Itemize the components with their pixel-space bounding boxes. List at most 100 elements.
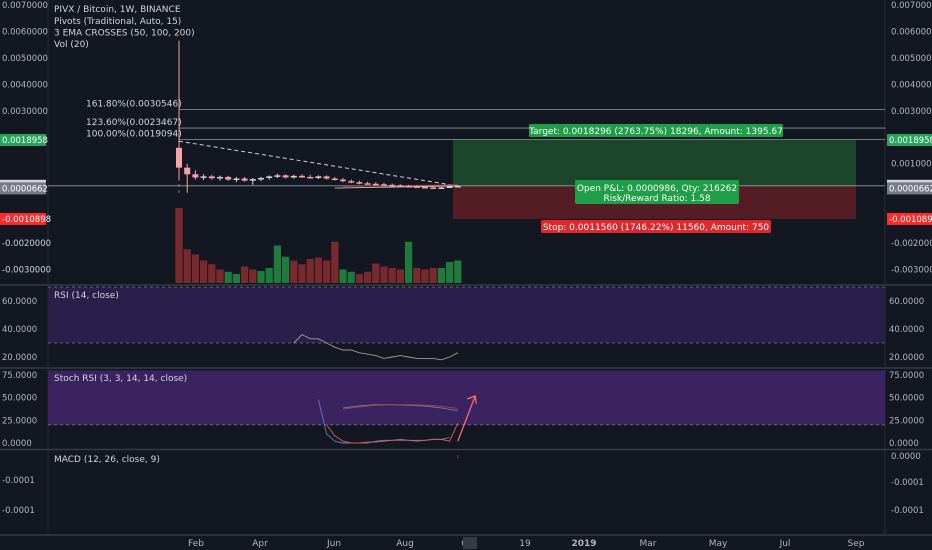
candle-body[interactable]	[241, 178, 248, 181]
candle-body[interactable]	[282, 175, 289, 178]
pnl-box-bg[interactable]	[575, 180, 739, 204]
volume-bar[interactable]	[265, 268, 273, 283]
candle-body[interactable]	[266, 176, 273, 178]
volume-bar[interactable]	[216, 269, 224, 284]
volume-bar[interactable]	[429, 268, 437, 283]
candle-body[interactable]	[340, 179, 346, 182]
time-axis-tick: May	[709, 539, 728, 549]
candle-body[interactable]	[405, 185, 412, 188]
volume-bar[interactable]	[388, 268, 396, 283]
volume-bar[interactable]	[405, 241, 413, 283]
volume-bar[interactable]	[257, 271, 265, 283]
target-label-group[interactable]: Target: 0.0018296 (2763.75%) 18296, Amou…	[528, 124, 783, 137]
candle-body[interactable]	[299, 175, 305, 178]
trend-arrow-shaft[interactable]	[457, 395, 476, 442]
volume-bar[interactable]	[413, 268, 421, 283]
price-right-tick: 0.0060000	[891, 27, 932, 37]
volume-bar[interactable]	[437, 268, 445, 283]
candle-body[interactable]	[323, 176, 330, 179]
volume-bar[interactable]	[208, 264, 216, 283]
volume-bar[interactable]	[298, 264, 306, 283]
volume-bar[interactable]	[380, 266, 388, 284]
candle-body[interactable]	[315, 176, 322, 178]
volume-bar[interactable]	[364, 271, 372, 283]
trend-arrow-head[interactable]	[466, 394, 477, 404]
candle-body[interactable]	[184, 167, 191, 175]
volume-bar[interactable]	[339, 269, 347, 284]
volume-bar[interactable]	[331, 241, 339, 283]
price-tag-right-text: 0.0018958	[889, 136, 932, 146]
volume-bar[interactable]	[191, 254, 199, 284]
volume-bar[interactable]	[314, 257, 322, 284]
candle-body[interactable]	[413, 186, 420, 188]
price-right-tick: 0.0050000	[891, 54, 932, 64]
macd-right-tick: -0.0001	[891, 478, 924, 488]
candle-body[interactable]	[446, 186, 453, 188]
candle-body[interactable]	[372, 183, 379, 186]
candle-body[interactable]	[208, 176, 215, 179]
volume-bar[interactable]	[282, 256, 290, 283]
volume-bar[interactable]	[232, 274, 240, 283]
price-left-tick: 0.0050000	[2, 54, 48, 64]
price-left-tick: -0.0030000	[2, 266, 51, 276]
volume-bar[interactable]	[355, 274, 363, 283]
volume-bar[interactable]	[454, 260, 462, 284]
candle-body[interactable]	[331, 178, 338, 181]
candle-body[interactable]	[290, 175, 297, 178]
candle-body[interactable]	[348, 181, 355, 183]
stoch-d-line[interactable]	[326, 422, 459, 444]
volume-bar[interactable]	[175, 208, 183, 283]
candle-body[interactable]	[389, 184, 396, 187]
rsi-line[interactable]	[293, 334, 459, 361]
volume-bar[interactable]	[273, 245, 281, 284]
candle-body[interactable]	[307, 176, 314, 179]
candle-body[interactable]	[274, 175, 281, 177]
volume-bar[interactable]	[446, 262, 454, 283]
candle-body[interactable]	[225, 176, 232, 180]
candle-body[interactable]	[397, 185, 404, 187]
candle-body[interactable]	[249, 179, 256, 181]
candle-body[interactable]	[422, 186, 428, 189]
candle-body[interactable]	[356, 182, 363, 184]
candle-body[interactable]	[454, 185, 461, 188]
pnl-box[interactable]: Open P&L: 0.0000986, Qty: 216262Risk/Rew…	[575, 180, 739, 204]
candle-body[interactable]	[258, 177, 264, 180]
trendline[interactable]	[178, 140, 458, 187]
price-right-tick: 0.0010000	[891, 160, 932, 170]
candle-body[interactable]	[438, 187, 445, 190]
volume-bar[interactable]	[421, 269, 429, 284]
rsi-right-tick: 60.0000	[889, 297, 924, 307]
volume-bar[interactable]	[224, 271, 232, 283]
candle-body[interactable]	[192, 174, 199, 178]
volume-bar[interactable]	[372, 263, 380, 284]
candle-body[interactable]	[430, 187, 437, 190]
stoch-right-tick: 25.0000	[889, 416, 924, 426]
volume-bar[interactable]	[306, 259, 314, 283]
fib-level-label: 100.00%(0.0019094)	[86, 130, 182, 140]
rsi-right-tick: 20.0000	[889, 353, 924, 363]
stop-label-bg[interactable]	[541, 220, 771, 233]
volume-bar[interactable]	[183, 249, 191, 283]
volume-bar[interactable]	[347, 271, 355, 283]
macd-signal-line[interactable]	[342, 404, 458, 410]
candle-body[interactable]	[381, 184, 387, 186]
volume-bar[interactable]	[241, 266, 249, 284]
volume-bar[interactable]	[290, 260, 298, 284]
stoch-right-tick: 50.0000	[889, 394, 924, 404]
volume-bar[interactable]	[249, 269, 257, 284]
target-label-bg[interactable]	[529, 124, 783, 137]
candle-body[interactable]	[217, 176, 223, 179]
candle-body[interactable]	[200, 176, 207, 178]
volume-bar[interactable]	[200, 260, 208, 284]
rsi-left-tick: 60.0000	[2, 297, 37, 307]
candle-body[interactable]	[233, 178, 240, 181]
candle-body[interactable]	[364, 183, 371, 185]
volume-bar[interactable]	[396, 269, 404, 284]
volume-bar[interactable]	[323, 260, 331, 284]
ema-line[interactable]	[334, 185, 458, 189]
candle-body[interactable]	[176, 147, 182, 168]
target-zone[interactable]	[453, 140, 856, 186]
stop-label-group[interactable]: Stop: 0.0011560 (1746.22%) 11560, Amount…	[541, 220, 771, 233]
